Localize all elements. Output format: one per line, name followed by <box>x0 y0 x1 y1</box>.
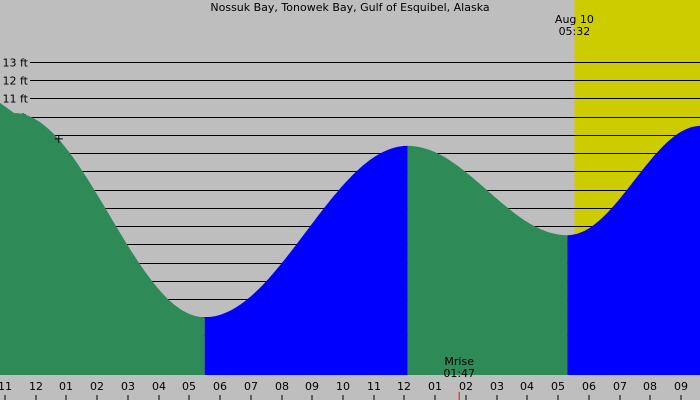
y-tick-label: 11 ft <box>3 93 29 106</box>
moon-event-time: 01:47 <box>443 367 475 380</box>
x-tick-mark <box>403 395 405 400</box>
x-tick-label: 03 <box>121 380 135 393</box>
x-tick-label: 08 <box>643 380 657 393</box>
x-tick-mark <box>4 395 6 400</box>
x-tick-label: 06 <box>213 380 227 393</box>
x-tick-mark <box>96 395 98 400</box>
y-tick-label: 12 ft <box>3 75 29 88</box>
tide-layer <box>0 102 700 375</box>
moon-event-marker <box>458 392 460 400</box>
x-tick-label: 02 <box>90 380 104 393</box>
x-tick-label: 03 <box>490 380 504 393</box>
x-tick-label: 04 <box>152 380 166 393</box>
tide-area-rising <box>567 125 700 375</box>
x-tick-mark <box>680 395 682 400</box>
x-tick-mark <box>65 395 67 400</box>
x-axis: 11 12 01 02 03 04 05 06 07 08 09 10 11 12 01 02 03 04 05 06… <box>0 380 688 400</box>
top-time-label: 05:32 <box>559 25 591 38</box>
moon-event-name: Mrise <box>444 355 474 368</box>
top-date-label: Aug 10 <box>555 13 594 26</box>
x-tick-mark <box>219 395 221 400</box>
x-tick-label: 10 <box>336 380 350 393</box>
x-tick-label: 05 <box>182 380 196 393</box>
tide-area-falling <box>407 145 568 375</box>
tide-cursor-marker <box>54 134 63 143</box>
x-tick-mark <box>281 395 283 400</box>
x-tick-mark <box>373 395 375 400</box>
x-tick-mark <box>465 395 467 400</box>
x-tick-label: 01 <box>428 380 442 393</box>
x-tick-label: 08 <box>275 380 289 393</box>
x-tick-label: 06 <box>582 380 596 393</box>
x-tick-mark <box>342 395 344 400</box>
tide-area-rising <box>204 145 408 375</box>
x-tick-mark <box>557 395 559 400</box>
x-tick-label: 07 <box>244 380 258 393</box>
x-tick-mark <box>35 395 37 400</box>
x-tick-mark <box>649 395 651 400</box>
x-tick-mark <box>434 395 436 400</box>
x-tick-label: 12 <box>29 380 43 393</box>
chart-title: Nossuk Bay, Tonowek Bay, Gulf of Esquibe… <box>210 1 489 14</box>
x-tick-mark <box>311 395 313 400</box>
x-tick-mark <box>158 395 160 400</box>
y-tick-label: 13 ft <box>3 57 29 70</box>
x-tick-label: 11 <box>367 380 381 393</box>
x-tick-label: 09 <box>305 380 319 393</box>
x-tick-mark <box>588 395 590 400</box>
x-tick-label: 12 <box>397 380 411 393</box>
x-tick-label: 11 <box>0 380 12 393</box>
x-tick-label: 01 <box>59 380 73 393</box>
x-tick-mark <box>526 395 528 400</box>
x-tick-mark <box>250 395 252 400</box>
x-tick-mark <box>496 395 498 400</box>
x-tick-label: 02 <box>459 380 473 393</box>
x-tick-label: 05 <box>551 380 565 393</box>
x-tick-mark <box>188 395 190 400</box>
x-tick-mark <box>127 395 129 400</box>
x-tick-mark <box>619 395 621 400</box>
x-tick-label: 07 <box>613 380 627 393</box>
label-layer: Nossuk Bay, Tonowek Bay, Gulf of Esquibe… <box>210 1 594 380</box>
x-tick-label: 04 <box>520 380 534 393</box>
x-tick-label: 09 <box>674 380 688 393</box>
tide-area-falling <box>0 102 205 375</box>
